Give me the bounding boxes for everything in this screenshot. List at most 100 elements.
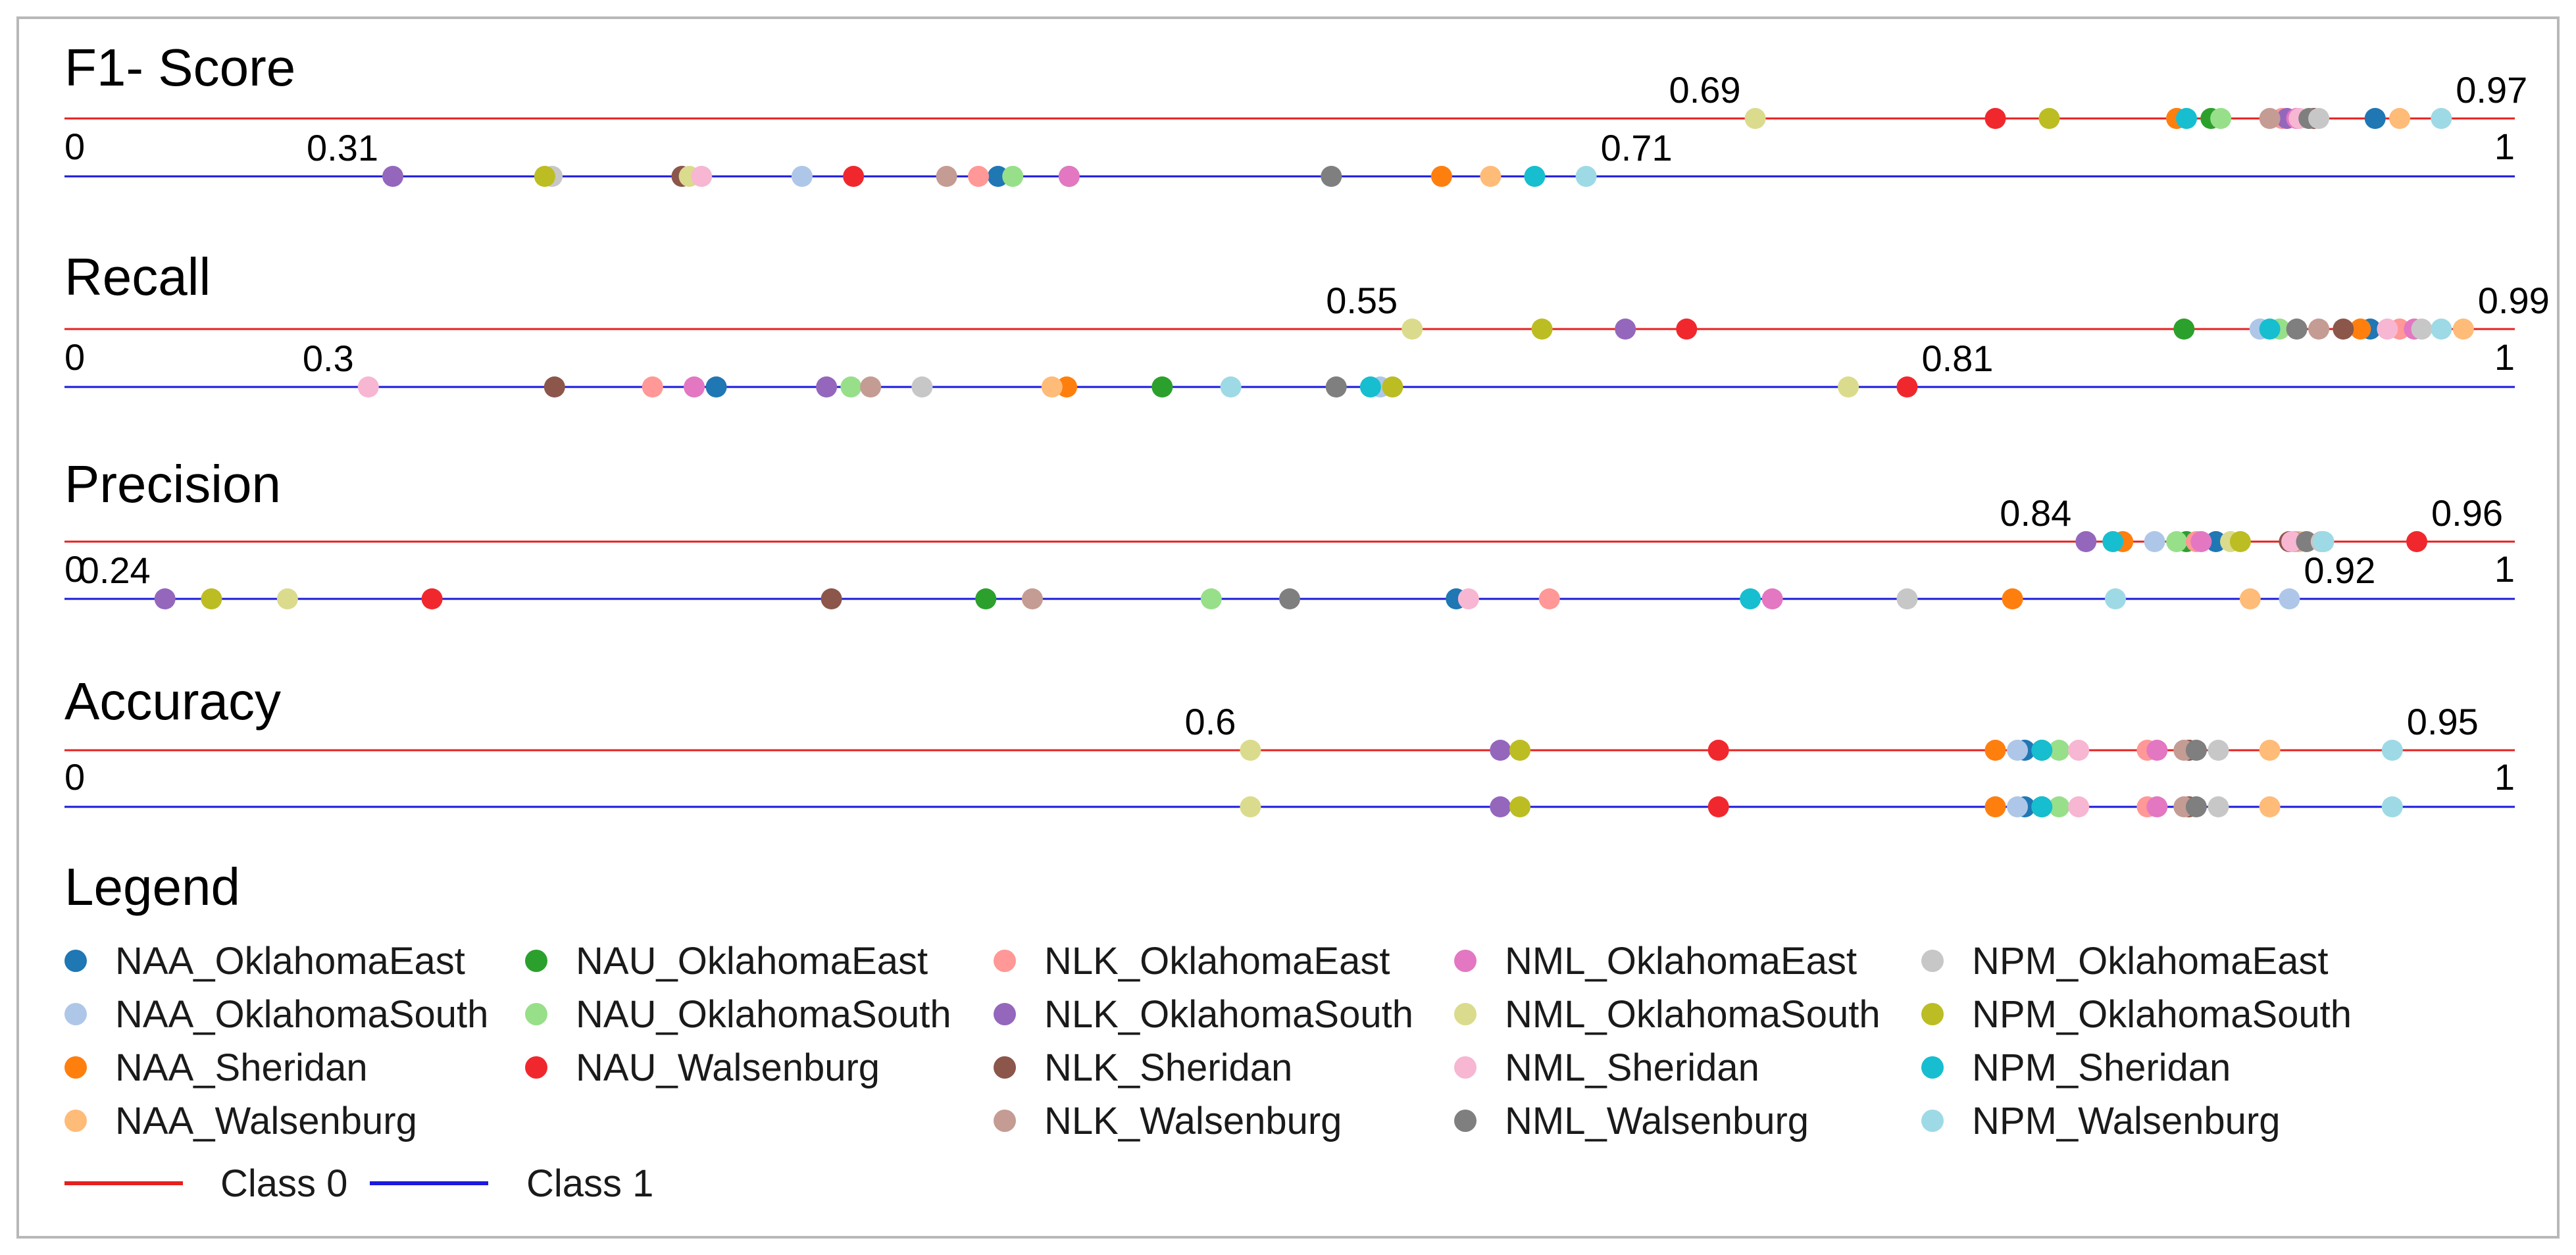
class1-point-nlk-oklahomasouth [816, 376, 838, 397]
legend-item-npm-walsenburg: NPM_Walsenburg [1921, 1100, 2280, 1142]
class1-point-npm-walsenburg [2381, 796, 2403, 817]
class0-point-nml-sheridan [2281, 531, 2303, 552]
class1-point-npm-sheridan [1740, 588, 1761, 609]
class0-point-npm-walsenburg [2381, 740, 2403, 761]
class-legend-c0: Class 0 [64, 1162, 347, 1205]
axis-min-label: 0 [64, 126, 85, 167]
class1-point-nlk-oklahomaeast [1538, 588, 1560, 609]
class1-point-npm-walsenburg [2104, 588, 2126, 609]
axis-max-label: 1 [2494, 126, 2515, 167]
legend-label: NPM_Walsenburg [1972, 1100, 2280, 1142]
class0-point-npm-sheridan [2102, 531, 2124, 552]
class0-point-npm-walsenburg [2431, 108, 2452, 129]
legend-item-naa-oklahomaeast: NAA_OklahomaEast [64, 940, 465, 983]
class1-min-label: 0.3 [303, 338, 354, 379]
class0-point-npm-oklahomasouth [2229, 531, 2251, 552]
legend-label: NAA_OklahomaSouth [115, 993, 488, 1036]
class0-point-naa-walsenburg [2259, 740, 2281, 761]
class0-point-nml-oklahomaeast [2190, 531, 2212, 552]
class1-point-nml-sheridan [357, 376, 379, 397]
class-legend: Class 0 Class 1 [64, 1162, 653, 1205]
class0-point-nml-oklahomaeast [2146, 740, 2168, 761]
class1-point-nml-oklahomaeast [684, 376, 705, 397]
class1-point-npm-oklahomaeast [2208, 796, 2229, 817]
class1-max-label: 0.81 [1921, 338, 1993, 379]
class0-point-naa-sheridan [2350, 319, 2371, 340]
class1-point-npm-oklahomaeast [1896, 588, 1918, 609]
class0-point-nau-oklahomasouth [2048, 740, 2070, 761]
class1-point-naa-walsenburg [2239, 588, 2261, 609]
class0-point-naa-oklahomaeast [2364, 108, 2386, 129]
class1-point-nml-sheridan [1457, 588, 1479, 609]
class0-max-label: 0.96 [2431, 492, 2503, 534]
class1-max-label: 0.92 [2304, 550, 2375, 591]
legend-label: NAU_Walsenburg [576, 1046, 880, 1089]
class1-point-nlk-oklahomasouth [154, 588, 176, 609]
class0-point-nml-oklahomasouth [1240, 740, 1261, 761]
class1-point-nml-walsenburg [2185, 796, 2207, 817]
class1-point-nlk-oklahomaeast [642, 376, 663, 397]
panel-recall: Recall 0 1 0.55 0.99 0.3 0.81 [64, 247, 2550, 397]
class0-max-label: 0.95 [2407, 701, 2479, 742]
legend-label: NAA_OklahomaEast [115, 940, 465, 983]
axis-max-label: 1 [2494, 336, 2515, 378]
legend-marker [994, 1056, 1016, 1079]
class1-point-npm-oklahomasouth [534, 166, 555, 187]
class1-point-npm-oklahomasouth [201, 588, 222, 609]
legend-marker [525, 950, 547, 972]
class0-point-naa-oklahomasouth [2144, 531, 2165, 552]
class1-point-naa-oklahomasouth [791, 166, 813, 187]
class1-point-nml-oklahomasouth [276, 588, 298, 609]
legend-item-nml-walsenburg: NML_Walsenburg [1454, 1100, 1809, 1142]
class1-point-naa-sheridan [1984, 796, 2006, 817]
class0-point-npm-oklahomaeast [2411, 319, 2433, 340]
legend-label: NLK_OklahomaEast [1044, 940, 1390, 983]
class1-point-nlk-oklahomasouth [1490, 796, 1511, 817]
class1-point-nlk-oklahomasouth [382, 166, 404, 187]
legend-marker [64, 1056, 87, 1079]
class1-point-nml-sheridan [691, 166, 713, 187]
legend-marker [1921, 1056, 1944, 1079]
panel-title: F1- Score [64, 38, 295, 97]
class1-point-nlk-walsenburg [860, 376, 882, 397]
class0-point-nml-oklahomasouth [1744, 108, 1766, 129]
legend-label: NML_Walsenburg [1505, 1100, 1809, 1142]
class1-point-naa-oklahomasouth [2279, 588, 2300, 609]
legend-marker [1921, 1003, 1944, 1025]
class0-point-nlk-walsenburg [2308, 319, 2330, 340]
legend-label: NLK_OklahomaSouth [1044, 993, 1413, 1036]
class1-point-nau-oklahomaeast [1151, 376, 1173, 397]
chart-border [16, 16, 2560, 1239]
legend-marker [525, 1056, 547, 1079]
class1-point-nml-walsenburg [1321, 166, 1342, 187]
class0-point-npm-oklahomasouth [1531, 319, 1553, 340]
class0-min-label: 0.55 [1326, 280, 1398, 321]
class1-point-nml-oklahomaeast [1058, 166, 1080, 187]
class0-point-nml-oklahomasouth [1402, 319, 1423, 340]
class1-point-naa-walsenburg [1041, 376, 1063, 397]
legend-label: NPM_OklahomaSouth [1972, 993, 2352, 1036]
legend-label: NML_Sheridan [1505, 1046, 1759, 1089]
class0-point-naa-oklahomasouth [2007, 740, 2029, 761]
class0-point-naa-walsenburg [2388, 108, 2410, 129]
legend-marker [64, 950, 87, 972]
class0-point-naa-oklahomaeast [2205, 531, 2227, 552]
axis-min-label: 0 [64, 336, 85, 378]
class1-point-nml-sheridan [2068, 796, 2090, 817]
legend-marker [1454, 1056, 1477, 1079]
legend-label: NAA_Walsenburg [115, 1100, 417, 1142]
class1-point-npm-walsenburg [1575, 166, 1597, 187]
class0-point-nau-walsenburg [1707, 740, 1729, 761]
class0-point-npm-walsenburg [2313, 531, 2335, 552]
panel-f1-score: F1- Score 0 1 0.69 0.97 0.31 0.71 [64, 38, 2527, 187]
axis-max-label: 1 [2494, 756, 2515, 798]
class0-point-npm-walsenburg [2431, 319, 2452, 340]
class0-point-nau-walsenburg [2406, 531, 2428, 552]
axis-max-label: 1 [2494, 548, 2515, 590]
class0-point-npm-oklahomasouth [2038, 108, 2060, 129]
legend-item-nau-oklahomaeast: NAU_OklahomaEast [525, 940, 928, 983]
class-legend-label: Class 1 [526, 1162, 653, 1205]
panel-title: Recall [64, 247, 211, 306]
